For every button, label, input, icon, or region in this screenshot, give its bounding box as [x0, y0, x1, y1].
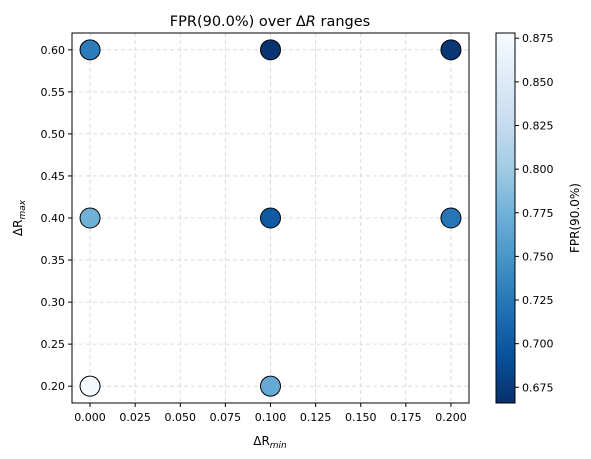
y-axis-label: ΔRmax — [11, 199, 28, 236]
colorbar-tick-label: 0.825 — [522, 120, 554, 133]
x-tick-label: 0.100 — [255, 411, 287, 424]
x-axis-label: ΔRmin — [253, 434, 287, 451]
scatter-point — [260, 39, 281, 61]
plot-frame — [71, 32, 470, 404]
y-tick-label: 0.45 — [41, 170, 66, 183]
colorbar-tick-label: 0.750 — [522, 250, 554, 263]
scatter-point — [260, 375, 281, 397]
scatter-point — [440, 39, 462, 61]
colorbar-tick-label: 0.775 — [522, 207, 554, 220]
x-tick-label: 0.025 — [119, 411, 151, 424]
x-tick-label: 0.000 — [74, 411, 106, 424]
y-tick-label: 0.30 — [41, 296, 66, 309]
scatter-point — [440, 207, 462, 229]
scatter-point — [260, 207, 281, 229]
x-tick-label: 0.150 — [345, 411, 377, 424]
chart-title: FPR(90.0%) over ΔR ranges — [170, 14, 370, 30]
x-tick-label: 0.125 — [300, 411, 332, 424]
y-tick-label: 0.20 — [41, 380, 66, 393]
x-tick-label: 0.050 — [165, 411, 197, 424]
colorbar: 0.675 0.700 0.725 0.750 0.775 0.800 0.825 0.850… — [495, 32, 582, 404]
data-points — [79, 39, 462, 397]
y-tick-label: 0.25 — [41, 338, 66, 351]
y-tick-label: 0.40 — [41, 212, 66, 225]
scatter-point — [79, 207, 101, 229]
colorbar-tick-label: 0.850 — [522, 76, 554, 89]
x-tick-label: 0.200 — [435, 411, 467, 424]
colorbar-tick-label: 0.800 — [522, 163, 554, 176]
colorbar-gradient — [495, 32, 516, 404]
colorbar-label: FPR(90.0%) — [568, 183, 582, 253]
scatter-point — [79, 375, 101, 397]
colorbar-tick-label: 0.875 — [522, 32, 554, 45]
x-axis-ticks: 0.000 0.025 0.050 0.075 0.100 0.125 0.150 0.175… — [74, 403, 467, 424]
colorbar-tick-label: 0.725 — [522, 294, 554, 307]
colorbar-ticks: 0.675 0.700 0.725 0.750 0.775 0.800 0.825 0.850… — [515, 32, 554, 394]
y-tick-label: 0.50 — [41, 128, 66, 141]
y-axis-ticks: 0.20 0.25 0.30 0.35 0.40 0.45 0.50 0.55 0.60 — [41, 44, 72, 393]
x-tick-label: 0.175 — [390, 411, 422, 424]
colorbar-tick-label: 0.675 — [522, 381, 554, 394]
y-tick-label: 0.35 — [41, 254, 66, 267]
y-tick-label: 0.60 — [41, 44, 66, 57]
colorbar-tick-label: 0.700 — [522, 338, 554, 351]
x-tick-label: 0.075 — [210, 411, 242, 424]
y-tick-label: 0.55 — [41, 86, 66, 99]
scatter-point — [79, 39, 101, 61]
